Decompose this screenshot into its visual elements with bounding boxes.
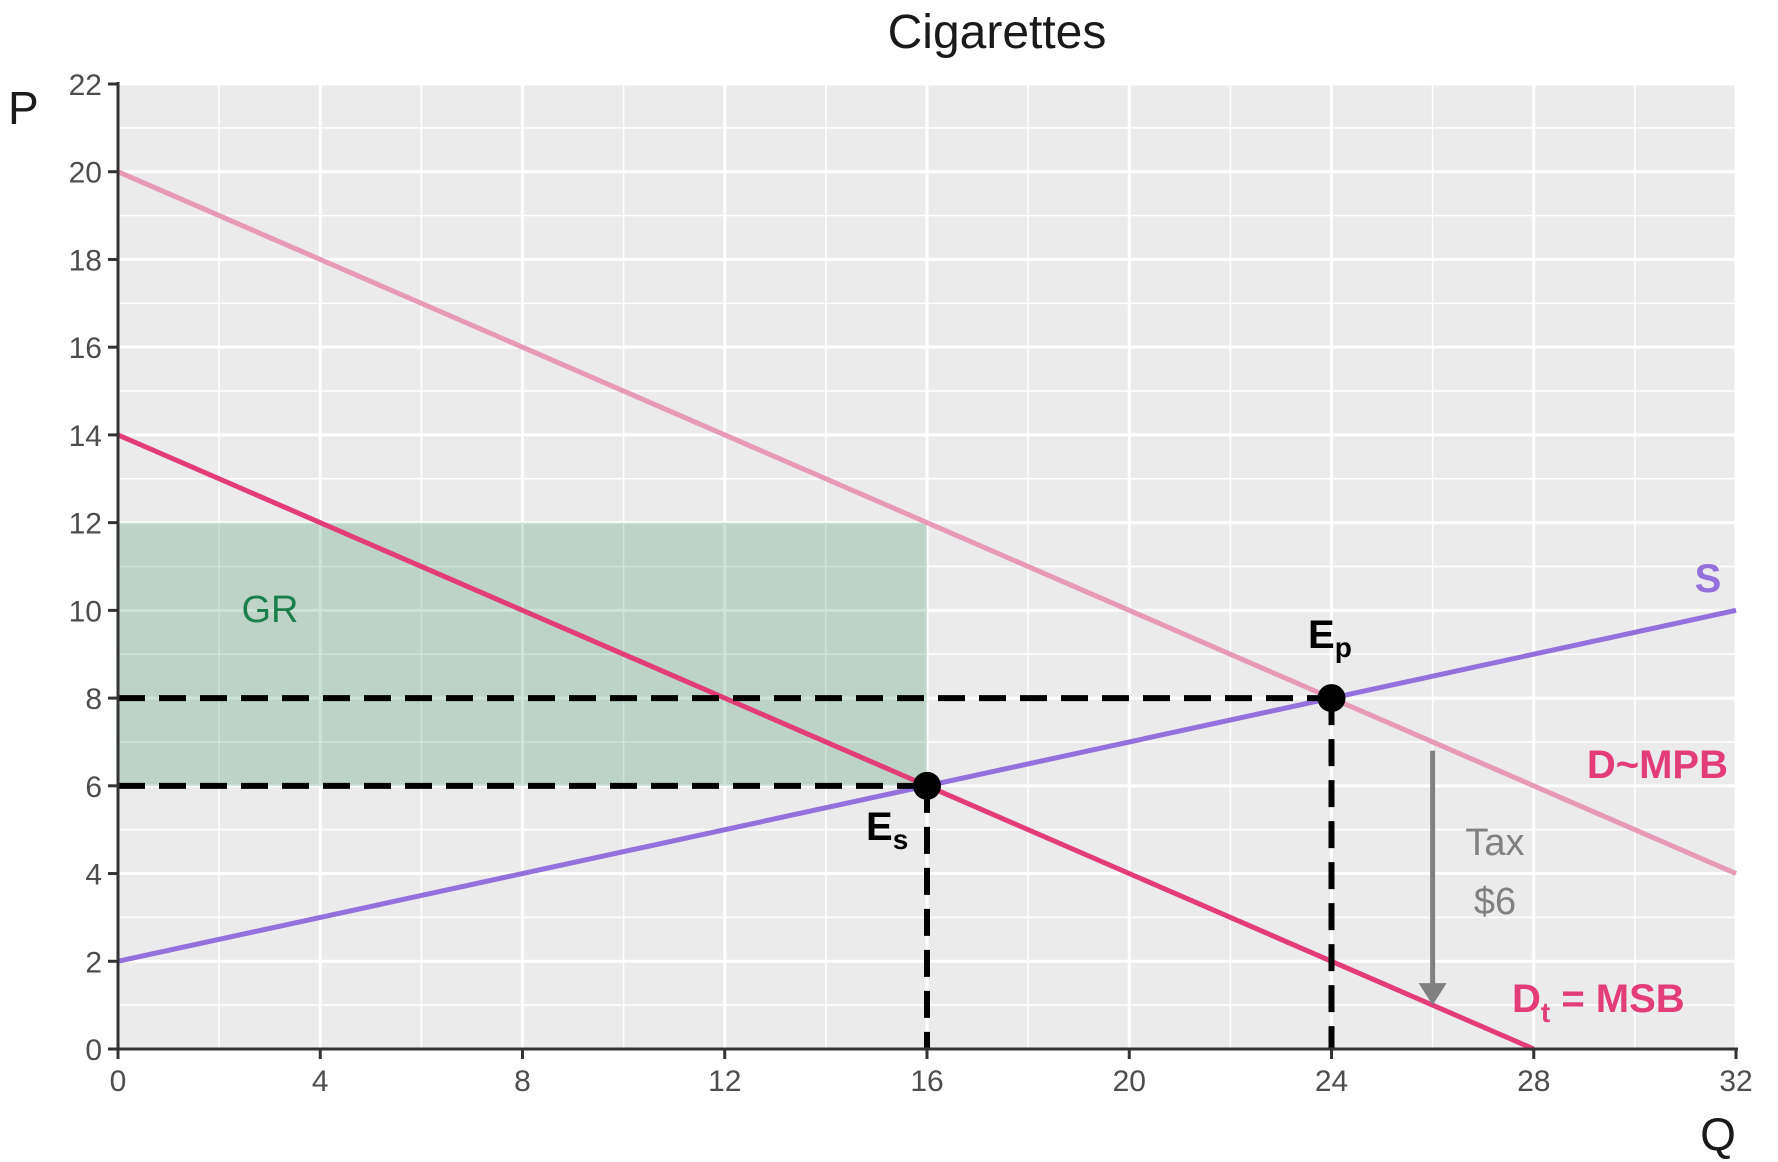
y-axis-ticks: 0 2 4 6 8 10 12 14 16 18 20 22	[69, 69, 118, 1067]
y-axis-title: P	[8, 82, 39, 134]
chart-title: Cigarettes	[888, 6, 1107, 59]
x-tick-label: 4	[312, 1065, 329, 1098]
x-tick-label: 20	[1113, 1065, 1146, 1098]
x-axis-title: Q	[1700, 1108, 1736, 1160]
point-es-label-sub: s	[893, 824, 909, 855]
y-tick-label: 20	[69, 157, 102, 190]
y-tick-label: 8	[85, 683, 102, 716]
x-tick-label: 32	[1719, 1065, 1752, 1098]
equilibrium-points	[913, 684, 1346, 800]
y-tick-label: 16	[69, 332, 102, 365]
supply-curve-label: S	[1695, 557, 1722, 601]
x-tick-label: 0	[110, 1065, 127, 1098]
gr-shaded-region	[118, 522, 927, 786]
tax-amount: $6	[1474, 881, 1516, 923]
dashed-guides	[118, 695, 1335, 1049]
demand-msb-curve	[117, 432, 1535, 1052]
demand-mpb-curve	[117, 169, 1737, 876]
point-es-marker	[913, 771, 941, 800]
x-tick-label: 12	[708, 1065, 741, 1098]
point-ep-label: Ep	[1308, 613, 1352, 663]
y-tick-label: 14	[69, 420, 102, 453]
demand-msb-label-main: D	[1512, 977, 1541, 1021]
point-es-label: Es	[866, 805, 908, 855]
x-tick-label: 28	[1517, 1065, 1550, 1098]
point-ep-label-sub: p	[1335, 632, 1352, 663]
y-tick-label: 12	[69, 508, 102, 541]
point-es-label-main: E	[866, 805, 893, 849]
x-tick-label: 16	[910, 1065, 943, 1098]
point-ep-marker	[1317, 684, 1346, 713]
y-tick-label: 10	[69, 595, 102, 628]
tax-label: Tax	[1465, 822, 1524, 864]
demand-msb-label-sub: t	[1541, 997, 1550, 1028]
gr-label: GR	[242, 589, 299, 631]
y-tick-label: 18	[69, 244, 102, 277]
y-tick-label: 6	[85, 771, 102, 804]
point-ep-label-main: E	[1308, 613, 1335, 657]
demand-msb-label: Dt = MSB	[1512, 977, 1685, 1028]
x-axis-ticks: 0 4 8 12 16 20 24 28 32	[110, 1049, 1753, 1098]
x-tick-label: 8	[514, 1065, 531, 1098]
y-tick-label: 0	[85, 1034, 102, 1067]
x-tick-label: 24	[1315, 1065, 1348, 1098]
demand-msb-label-rest: = MSB	[1550, 977, 1684, 1021]
y-tick-label: 22	[69, 69, 102, 102]
y-tick-label: 4	[85, 859, 102, 892]
demand-mpb-label: D~MPB	[1587, 743, 1728, 787]
tax-arrowhead	[1418, 983, 1447, 1006]
y-tick-label: 2	[85, 946, 102, 979]
